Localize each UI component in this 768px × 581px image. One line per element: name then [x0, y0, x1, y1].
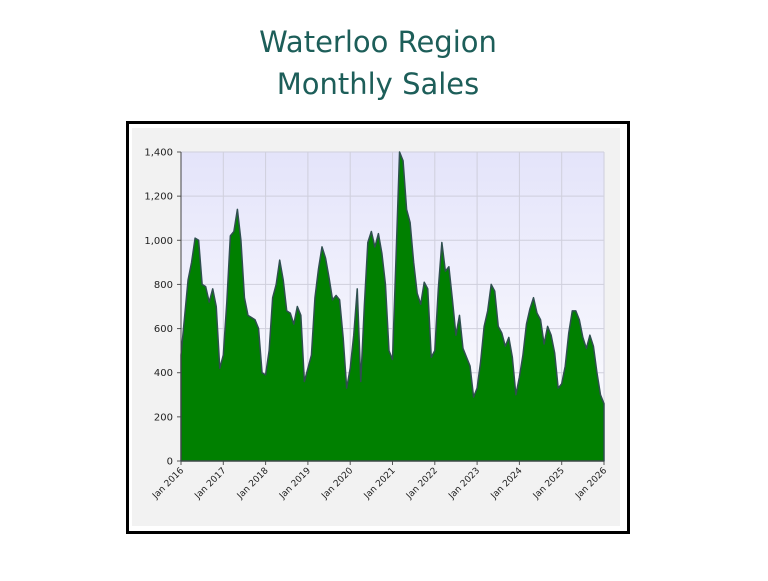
- chart-title: Waterloo Region: [259, 25, 497, 59]
- chart-title: Monthly Sales: [277, 67, 480, 101]
- y-tick-label: 1,000: [144, 236, 173, 247]
- area: [180, 151, 605, 462]
- y-tick-label: 1,200: [144, 192, 173, 203]
- y-tick-label: 200: [154, 412, 173, 423]
- y-tick-label: 400: [154, 368, 173, 379]
- y-tick-label: 800: [154, 280, 173, 291]
- y-tick-label: 1,400: [144, 148, 173, 159]
- y-tick-label: 600: [154, 324, 173, 335]
- y-tick-label: 0: [167, 457, 173, 468]
